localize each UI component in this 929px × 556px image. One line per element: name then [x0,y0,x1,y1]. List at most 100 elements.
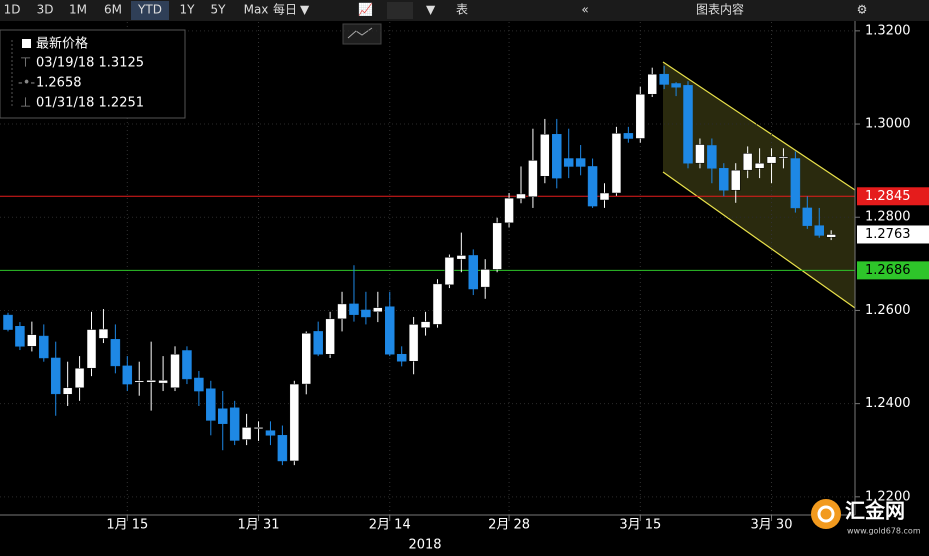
candle-body [707,145,717,169]
legend-mid: 1.2658 [36,76,82,91]
logo [811,499,841,529]
period-tab[interactable]: 5Y [211,3,227,17]
candle-body [385,306,395,355]
y-tick-label: 1.3200 [865,23,911,38]
y-tick-label: 1.2200 [865,489,911,504]
dropdown[interactable]: ▼ [426,3,436,17]
chart-type-icon [347,27,373,39]
settings[interactable]: ⚙ [857,3,868,17]
x-tick-label: 2月 14 [369,518,411,533]
line-icon[interactable]: 📈 [358,3,373,17]
candle-body [695,144,705,164]
chart-type-button[interactable] [342,23,382,45]
candle-body [27,334,37,347]
period-tab[interactable]: 1Y [180,3,196,17]
candle-body [623,133,634,139]
candle-body [265,430,276,436]
candle-body [552,134,562,179]
candle-body [277,435,288,462]
candle-body [492,222,502,270]
candle-body [659,73,669,85]
period-tab[interactable]: 3D [37,3,54,17]
period-tab[interactable]: 1D [4,3,21,17]
watermark-name: 汇金网 [845,499,905,523]
legend-low: 01/31/18 1.2251 [36,96,144,111]
candle-body [289,383,300,462]
candle-body [480,269,490,288]
candle-body [313,331,323,355]
candle-body [587,166,598,207]
candle-body [206,388,216,421]
candle-body [408,324,419,362]
y-tick-label: 1.2600 [865,303,911,318]
candle-body [528,160,538,197]
y-tick-label: 1.2400 [865,396,911,411]
candle-body [86,329,97,369]
candle-body [39,335,49,359]
price-tag-label: 1.2845 [865,189,911,204]
legend-icon: -•- [18,76,35,91]
candle-body [122,365,133,385]
watermark-url: www.gold678.com [847,527,921,536]
legend-title: 最新价格 [36,36,88,52]
candle-body [194,377,204,392]
period-tab[interactable]: Max [244,3,269,17]
candle-body [349,303,359,315]
candle-body [468,255,479,290]
price-tag-label: 1.2686 [865,263,911,278]
candle-body [540,134,550,177]
candle-body [110,339,121,367]
candle-body [158,380,168,384]
candle-body [241,427,252,440]
toolbar-bg [0,0,929,21]
plot [0,22,855,515]
candle-body [217,408,228,424]
watermark: 汇金网 www.gold678.com [811,499,921,536]
candle-body [3,314,13,330]
logo-ring [817,505,835,523]
candle-body [647,73,657,95]
x-tick-label: 3月 30 [751,518,793,533]
y-tick-label: 1.2800 [865,210,911,225]
table-button[interactable]: 表 [456,3,468,17]
frequency[interactable]: 每日 [273,2,297,17]
candle-body [373,307,383,313]
candle-body [74,367,85,389]
candle-body [683,85,693,164]
candle-body [790,158,801,209]
toolbar: 📈 ▼ ▼ 每日 表 « 图表内容 ⚙ [0,0,929,21]
candle-body [98,328,109,339]
candle-body [432,283,443,325]
period-tab[interactable]: YTD [137,3,162,17]
candle-icon[interactable] [387,2,413,19]
candle-body [504,197,514,224]
legend: 最新价格 ⊤ 03/19/18 1.3125 -•- 1.2658 ⊥ 01/3… [0,29,186,119]
candle-body [814,225,824,236]
x-tick-label: 1月 15 [106,518,148,533]
candle-body [719,168,729,191]
candle-body [516,193,526,199]
candle-body [635,93,646,139]
candle-body [229,407,240,441]
candle-body [599,192,610,201]
candle-body [253,427,264,430]
x-tick-label: 2月 28 [488,518,530,533]
period-tab[interactable]: 1M [69,3,87,17]
period-tab[interactable]: 6M [104,3,122,17]
candle-body [671,83,681,88]
x-tick-label: 3月 15 [619,518,661,533]
legend-icon: ⊤ [20,56,31,71]
content-button[interactable]: 图表内容 [696,2,744,17]
candle-body [826,234,836,238]
price-tag [857,187,929,206]
collapse[interactable]: « [581,3,588,17]
candle-body [420,321,431,328]
dropdown[interactable]: ▼ [300,3,310,17]
price-tag [857,261,929,280]
candle-body [575,158,586,167]
channel-upper [662,61,856,191]
candle-body [15,326,25,347]
candle-body [50,357,61,395]
y-tick-label: 1.3000 [865,117,911,132]
channel-fill [663,62,855,308]
